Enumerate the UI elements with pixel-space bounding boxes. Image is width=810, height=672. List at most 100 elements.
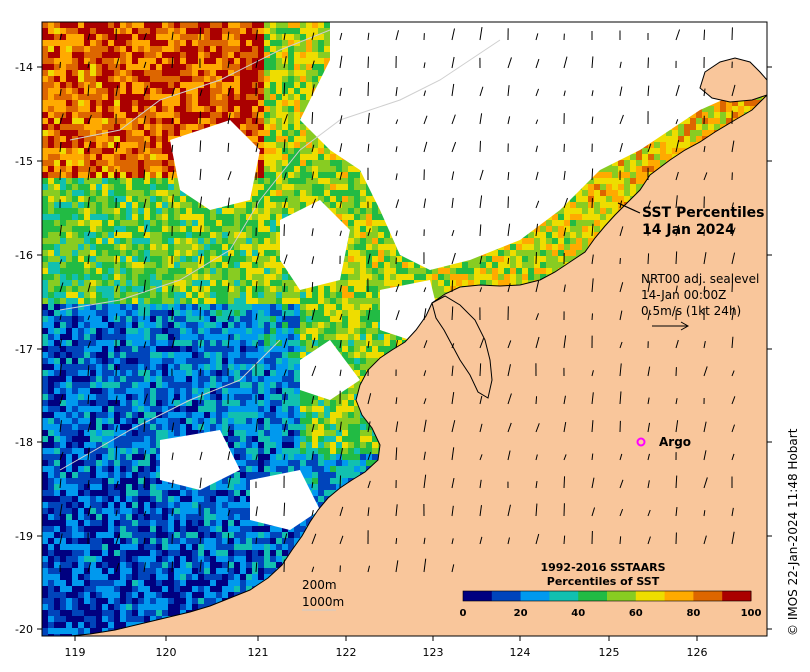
sst-pixel <box>222 238 228 244</box>
sst-pixel <box>300 148 306 154</box>
sst-pixel <box>144 100 150 106</box>
sst-pixel <box>48 148 54 154</box>
sst-pixel <box>666 130 672 136</box>
sst-pixel <box>642 148 648 154</box>
sst-pixel <box>576 226 582 232</box>
sst-pixel <box>102 208 108 214</box>
sst-pixel <box>246 22 252 28</box>
sst-pixel <box>66 22 72 28</box>
sst-pixel <box>330 184 336 190</box>
sst-pixel <box>366 244 372 250</box>
sst-pixel <box>270 130 276 136</box>
sst-pixel <box>72 100 78 106</box>
sst-pixel <box>96 58 102 64</box>
sst-pixel <box>90 220 96 226</box>
sst-pixel <box>126 262 132 268</box>
sst-pixel <box>402 256 408 262</box>
sst-pixel <box>336 160 342 166</box>
sst-pixel <box>84 28 90 34</box>
sst-pixel <box>72 112 78 118</box>
sst-pixel <box>138 160 144 166</box>
sst-pixel <box>186 82 192 88</box>
sst-pixel <box>210 214 216 220</box>
sst-pixel <box>618 172 624 178</box>
sst-pixel <box>180 64 186 70</box>
sst-pixel <box>210 76 216 82</box>
sst-pixel <box>270 208 276 214</box>
sst-pixel <box>366 232 372 238</box>
sst-pixel <box>642 166 648 172</box>
sst-pixel <box>138 226 144 232</box>
sst-pixel <box>114 112 120 118</box>
sst-pixel <box>198 268 204 274</box>
sst-pixel <box>288 184 294 190</box>
sst-pixel <box>414 262 420 268</box>
sst-pixel <box>150 52 156 58</box>
sst-pixel <box>282 160 288 166</box>
sst-pixel <box>270 220 276 226</box>
sst-pixel <box>72 142 78 148</box>
sst-pixel <box>54 136 60 142</box>
sst-pixel <box>306 46 312 52</box>
sst-pixel <box>108 226 114 232</box>
sst-pixel <box>156 148 162 154</box>
sst-pixel <box>42 154 48 160</box>
sst-pixel <box>282 178 288 184</box>
sst-pixel <box>318 28 324 34</box>
sst-pixel <box>108 154 114 160</box>
sst-pixel <box>726 106 732 112</box>
sst-pixel <box>258 112 264 118</box>
sst-pixel <box>144 214 150 220</box>
sst-pixel <box>618 184 624 190</box>
sst-pixel <box>726 118 732 124</box>
sst-pixel <box>636 148 642 154</box>
sst-pixel <box>324 154 330 160</box>
sst-pixel <box>78 118 84 124</box>
sst-pixel <box>294 118 300 124</box>
sst-pixel <box>300 100 306 106</box>
sst-pixel <box>270 262 276 268</box>
sst-pixel <box>594 184 600 190</box>
sst-pixel <box>318 148 324 154</box>
sst-pixel <box>144 64 150 70</box>
sst-pixel <box>150 58 156 64</box>
sst-pixel <box>168 256 174 262</box>
sst-pixel <box>120 268 126 274</box>
sst-pixel <box>270 22 276 28</box>
sst-pixel <box>516 256 522 262</box>
sst-pixel <box>180 226 186 232</box>
sst-pixel <box>288 76 294 82</box>
sst-pixel <box>270 58 276 64</box>
sst-pixel <box>198 58 204 64</box>
sst-pixel <box>234 250 240 256</box>
sst-pixel <box>246 130 252 136</box>
sst-pixel <box>540 262 546 268</box>
sst-pixel <box>288 190 294 196</box>
sst-pixel <box>120 226 126 232</box>
sst-pixel <box>84 154 90 160</box>
sst-pixel <box>396 256 402 262</box>
sst-pixel <box>204 58 210 64</box>
sst-pixel <box>60 40 66 46</box>
sst-pixel <box>204 256 210 262</box>
sst-pixel <box>282 136 288 142</box>
sst-pixel <box>288 136 294 142</box>
sst-pixel <box>300 124 306 130</box>
sst-pixel <box>246 250 252 256</box>
sst-pixel <box>168 208 174 214</box>
sst-pixel <box>330 154 336 160</box>
sst-pixel <box>348 232 354 238</box>
sst-pixel <box>96 250 102 256</box>
sst-pixel <box>180 130 186 136</box>
sst-pixel <box>90 238 96 244</box>
sst-pixel <box>276 28 282 34</box>
sst-pixel <box>96 88 102 94</box>
sst-pixel <box>126 244 132 250</box>
sst-pixel <box>372 220 378 226</box>
sst-pixel <box>258 202 264 208</box>
sst-pixel <box>588 238 594 244</box>
sst-pixel <box>132 184 138 190</box>
sst-pixel <box>198 238 204 244</box>
sst-pixel <box>252 256 258 262</box>
sst-pixel <box>372 238 378 244</box>
